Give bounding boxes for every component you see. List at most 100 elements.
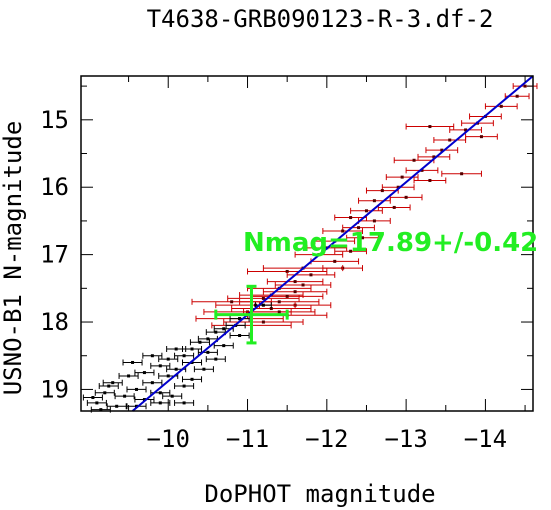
data-point: [174, 383, 195, 390]
data-point: [223, 319, 304, 326]
point-marker: [404, 195, 408, 199]
plot-area: −10 −11 −12 −13 −14 15 16 17 18 19: [40, 75, 538, 453]
point-marker: [99, 408, 103, 412]
data-point: [193, 366, 214, 373]
data-point: [449, 126, 482, 133]
data-point: [441, 170, 482, 177]
data-point: [189, 339, 210, 346]
point-marker: [238, 334, 242, 338]
data-point: [310, 258, 360, 265]
point-marker: [428, 178, 432, 182]
point-marker: [261, 303, 265, 307]
point-marker: [460, 172, 464, 176]
point-marker: [372, 199, 376, 203]
point-marker: [261, 320, 265, 324]
point-marker: [123, 394, 127, 398]
data-point: [126, 386, 147, 393]
point-marker: [277, 310, 281, 314]
data-point: [122, 359, 143, 366]
point-marker: [111, 381, 115, 385]
data-point: [334, 248, 367, 255]
x-tick-label: −10: [147, 425, 190, 453]
data-point: [174, 352, 195, 359]
point-marker: [182, 401, 186, 405]
y-tick-label: 15: [40, 106, 69, 134]
data-point: [182, 376, 203, 383]
x-tick-label: −13: [384, 425, 427, 453]
point-marker: [135, 387, 139, 391]
point-marker: [190, 377, 194, 381]
point-marker: [269, 307, 273, 311]
data-point: [231, 305, 312, 312]
point-marker: [412, 158, 416, 162]
data-point: [346, 234, 379, 241]
fit-line: [131, 75, 534, 412]
point-marker: [464, 128, 468, 132]
point-marker: [400, 175, 404, 179]
nmag-annotation: Nmag=17.89+/-0.42: [243, 228, 538, 258]
data-point: [213, 342, 234, 349]
point-marker: [135, 404, 139, 408]
data-point: [405, 123, 455, 130]
data-point: [393, 157, 435, 164]
point-marker: [166, 374, 170, 378]
point-marker: [428, 125, 432, 129]
point-marker: [309, 273, 313, 277]
point-marker: [174, 347, 178, 351]
point-marker: [277, 300, 281, 304]
data-point: [350, 207, 383, 214]
point-marker: [293, 290, 297, 294]
data-point: [98, 383, 119, 390]
data-point: [243, 308, 316, 315]
data-point: [389, 194, 423, 201]
point-marker: [238, 317, 242, 321]
point-marker: [380, 189, 384, 193]
data-point: [158, 356, 179, 363]
data-point: [266, 278, 324, 285]
point-marker: [364, 209, 368, 213]
point-marker: [150, 354, 154, 358]
plot-frame: [80, 75, 534, 412]
data-point: [229, 332, 250, 339]
point-marker: [198, 340, 202, 344]
point-marker: [448, 138, 452, 142]
data-point: [433, 137, 467, 144]
data-point: [162, 393, 183, 400]
data-point: [86, 399, 107, 406]
x-axis-label: DoPHOT magnitude: [204, 480, 435, 508]
point-marker: [515, 94, 519, 98]
data-point: [465, 133, 498, 140]
data-point: [405, 167, 439, 174]
point-marker: [91, 396, 95, 400]
point-marker: [396, 185, 400, 189]
point-marker: [357, 226, 361, 230]
data-point: [205, 356, 226, 363]
point-marker: [214, 357, 218, 361]
data-point: [381, 184, 415, 191]
y-tick-label: 17: [40, 241, 69, 269]
point-marker: [158, 391, 162, 395]
data-point: [126, 403, 147, 410]
point-marker: [523, 84, 527, 88]
point-marker: [107, 384, 111, 388]
data-point: [134, 396, 155, 403]
point-marker: [392, 205, 396, 209]
x-tick-label: −14: [464, 425, 507, 453]
point-marker: [440, 148, 444, 152]
point-marker: [214, 330, 218, 334]
data-point: [94, 389, 115, 396]
point-marker: [349, 249, 353, 253]
target-marker: [214, 284, 289, 345]
point-marker: [131, 360, 135, 364]
point-marker: [142, 398, 146, 402]
point-marker: [285, 294, 289, 298]
point-marker: [361, 236, 365, 240]
x-axis-ticks: −10 −11 −12 −13 −14: [128, 76, 526, 453]
data-point: [229, 315, 250, 322]
point-marker: [349, 216, 353, 220]
data-point: [82, 394, 103, 401]
point-marker: [261, 296, 265, 300]
point-marker: [372, 219, 376, 223]
data-point: [174, 399, 195, 406]
